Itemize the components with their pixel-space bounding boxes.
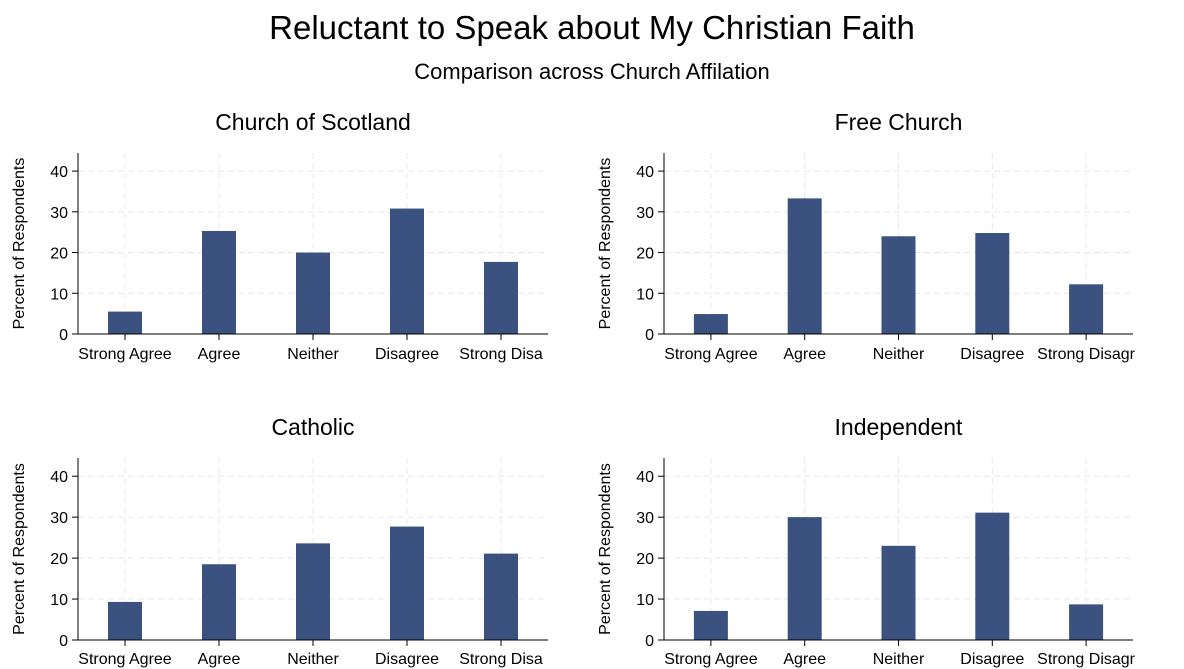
bar-agree bbox=[202, 564, 236, 640]
bar-disagree bbox=[975, 233, 1010, 334]
x-tick-label: Strong Agree bbox=[664, 346, 758, 363]
y-tick-label: 20 bbox=[636, 246, 654, 263]
x-tick-label: Agree bbox=[783, 346, 826, 363]
bar-neither bbox=[881, 545, 916, 640]
chart-panels: Church of Scotland 0 10 20 30 40 Strong Agree A… bbox=[11, 109, 1136, 668]
y-tick-label: 30 bbox=[50, 510, 68, 527]
y-tick-label: 0 bbox=[59, 633, 68, 650]
y-tick-label: 10 bbox=[50, 592, 68, 609]
panel-title: Catholic bbox=[271, 414, 354, 440]
x-tick-label: Strong Disagr bbox=[1037, 346, 1135, 363]
bar-agree bbox=[787, 517, 822, 640]
x-tick-label: Disagree bbox=[960, 346, 1024, 363]
bar-neither bbox=[296, 252, 330, 334]
chart-subtitle: Comparison across Church Affilation bbox=[414, 59, 770, 84]
y-axis-label: Percent of Respondents bbox=[597, 158, 614, 330]
y-axis-label: Percent of Respondents bbox=[11, 463, 28, 635]
x-tick-label: Disagree bbox=[960, 651, 1024, 668]
y-tick-label: 40 bbox=[50, 164, 68, 181]
x-tick-label: Strong Disa bbox=[459, 651, 543, 668]
bar-strong-disagr bbox=[1069, 284, 1104, 334]
x-tick-label: Strong Disagr bbox=[1037, 651, 1135, 668]
y-tick-label: 20 bbox=[50, 246, 68, 263]
x-tick-label: Disagree bbox=[375, 346, 439, 363]
y-tick-label: 40 bbox=[636, 164, 654, 181]
panel-catholic: Catholic 0 10 20 30 40 Strong Agree Agree Neithe… bbox=[11, 414, 548, 668]
x-tick-label: Strong Agree bbox=[664, 651, 758, 668]
chart-title: Reluctant to Speak about My Christian Fa… bbox=[269, 9, 915, 46]
x-tick-label: Agree bbox=[198, 651, 241, 668]
y-axis-label: Percent of Respondents bbox=[11, 158, 28, 330]
x-tick-label: Neither bbox=[873, 346, 925, 363]
bar-strong-agree bbox=[693, 314, 728, 334]
y-tick-label: 40 bbox=[636, 469, 654, 486]
y-axis-label: Percent of Respondents bbox=[597, 463, 614, 635]
panel-title: Church of Scotland bbox=[215, 109, 411, 135]
bar-agree bbox=[202, 230, 236, 334]
bar-disagree bbox=[390, 526, 424, 640]
y-tick-label: 0 bbox=[645, 633, 654, 650]
bar-neither bbox=[296, 543, 330, 640]
bar-disagree bbox=[390, 208, 424, 334]
x-tick-label: Strong Disa bbox=[459, 346, 543, 363]
bar-strong-agree bbox=[108, 601, 142, 640]
x-tick-label: Neither bbox=[287, 346, 339, 363]
bar-strong-agree bbox=[108, 311, 142, 334]
y-tick-label: 20 bbox=[50, 551, 68, 568]
x-tick-label: Neither bbox=[873, 651, 925, 668]
y-tick-label: 30 bbox=[636, 205, 654, 222]
panel-independent: Independent 0 10 20 30 40 Strong Agree Agree Nei… bbox=[597, 414, 1136, 668]
y-tick-label: 20 bbox=[636, 551, 654, 568]
bar-neither bbox=[881, 236, 916, 334]
y-tick-label: 30 bbox=[636, 510, 654, 527]
panel-title: Free Church bbox=[835, 109, 963, 135]
panel-title: Independent bbox=[835, 414, 964, 440]
y-tick-label: 10 bbox=[636, 592, 654, 609]
x-tick-label: Strong Agree bbox=[78, 651, 172, 668]
bar-agree bbox=[787, 198, 822, 334]
x-tick-label: Strong Agree bbox=[78, 346, 172, 363]
y-tick-label: 0 bbox=[59, 327, 68, 344]
y-tick-label: 30 bbox=[50, 205, 68, 222]
bar-strong-disa bbox=[484, 261, 518, 334]
panel-free-church: Free Church 0 10 20 30 40 Strong Agree Agree Nei… bbox=[597, 109, 1136, 363]
y-tick-label: 10 bbox=[636, 286, 654, 303]
x-tick-label: Neither bbox=[287, 651, 339, 668]
bar-strong-disagr bbox=[1069, 604, 1104, 640]
x-tick-label: Agree bbox=[783, 651, 826, 668]
x-tick-label: Agree bbox=[198, 346, 241, 363]
bar-strong-disa bbox=[484, 553, 518, 640]
y-tick-label: 0 bbox=[645, 327, 654, 344]
x-tick-label: Disagree bbox=[375, 651, 439, 668]
panel-church-of-scotland: Church of Scotland 0 10 20 30 40 Strong Agree A… bbox=[11, 109, 548, 363]
y-tick-label: 40 bbox=[50, 469, 68, 486]
bar-disagree bbox=[975, 512, 1010, 640]
bar-strong-agree bbox=[693, 610, 728, 640]
y-tick-label: 10 bbox=[50, 286, 68, 303]
